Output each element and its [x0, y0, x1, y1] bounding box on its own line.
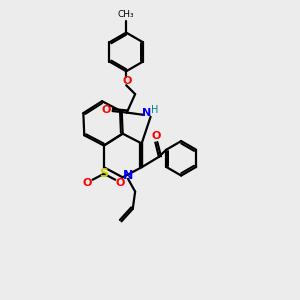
Text: O: O [102, 105, 111, 115]
Text: N: N [142, 108, 151, 118]
Text: O: O [82, 178, 92, 188]
Text: CH₃: CH₃ [118, 10, 134, 19]
Text: O: O [151, 131, 160, 141]
Text: H: H [151, 106, 158, 116]
Text: N: N [123, 169, 133, 182]
Text: S: S [99, 167, 108, 180]
Text: O: O [122, 76, 131, 86]
Text: O: O [116, 178, 125, 188]
